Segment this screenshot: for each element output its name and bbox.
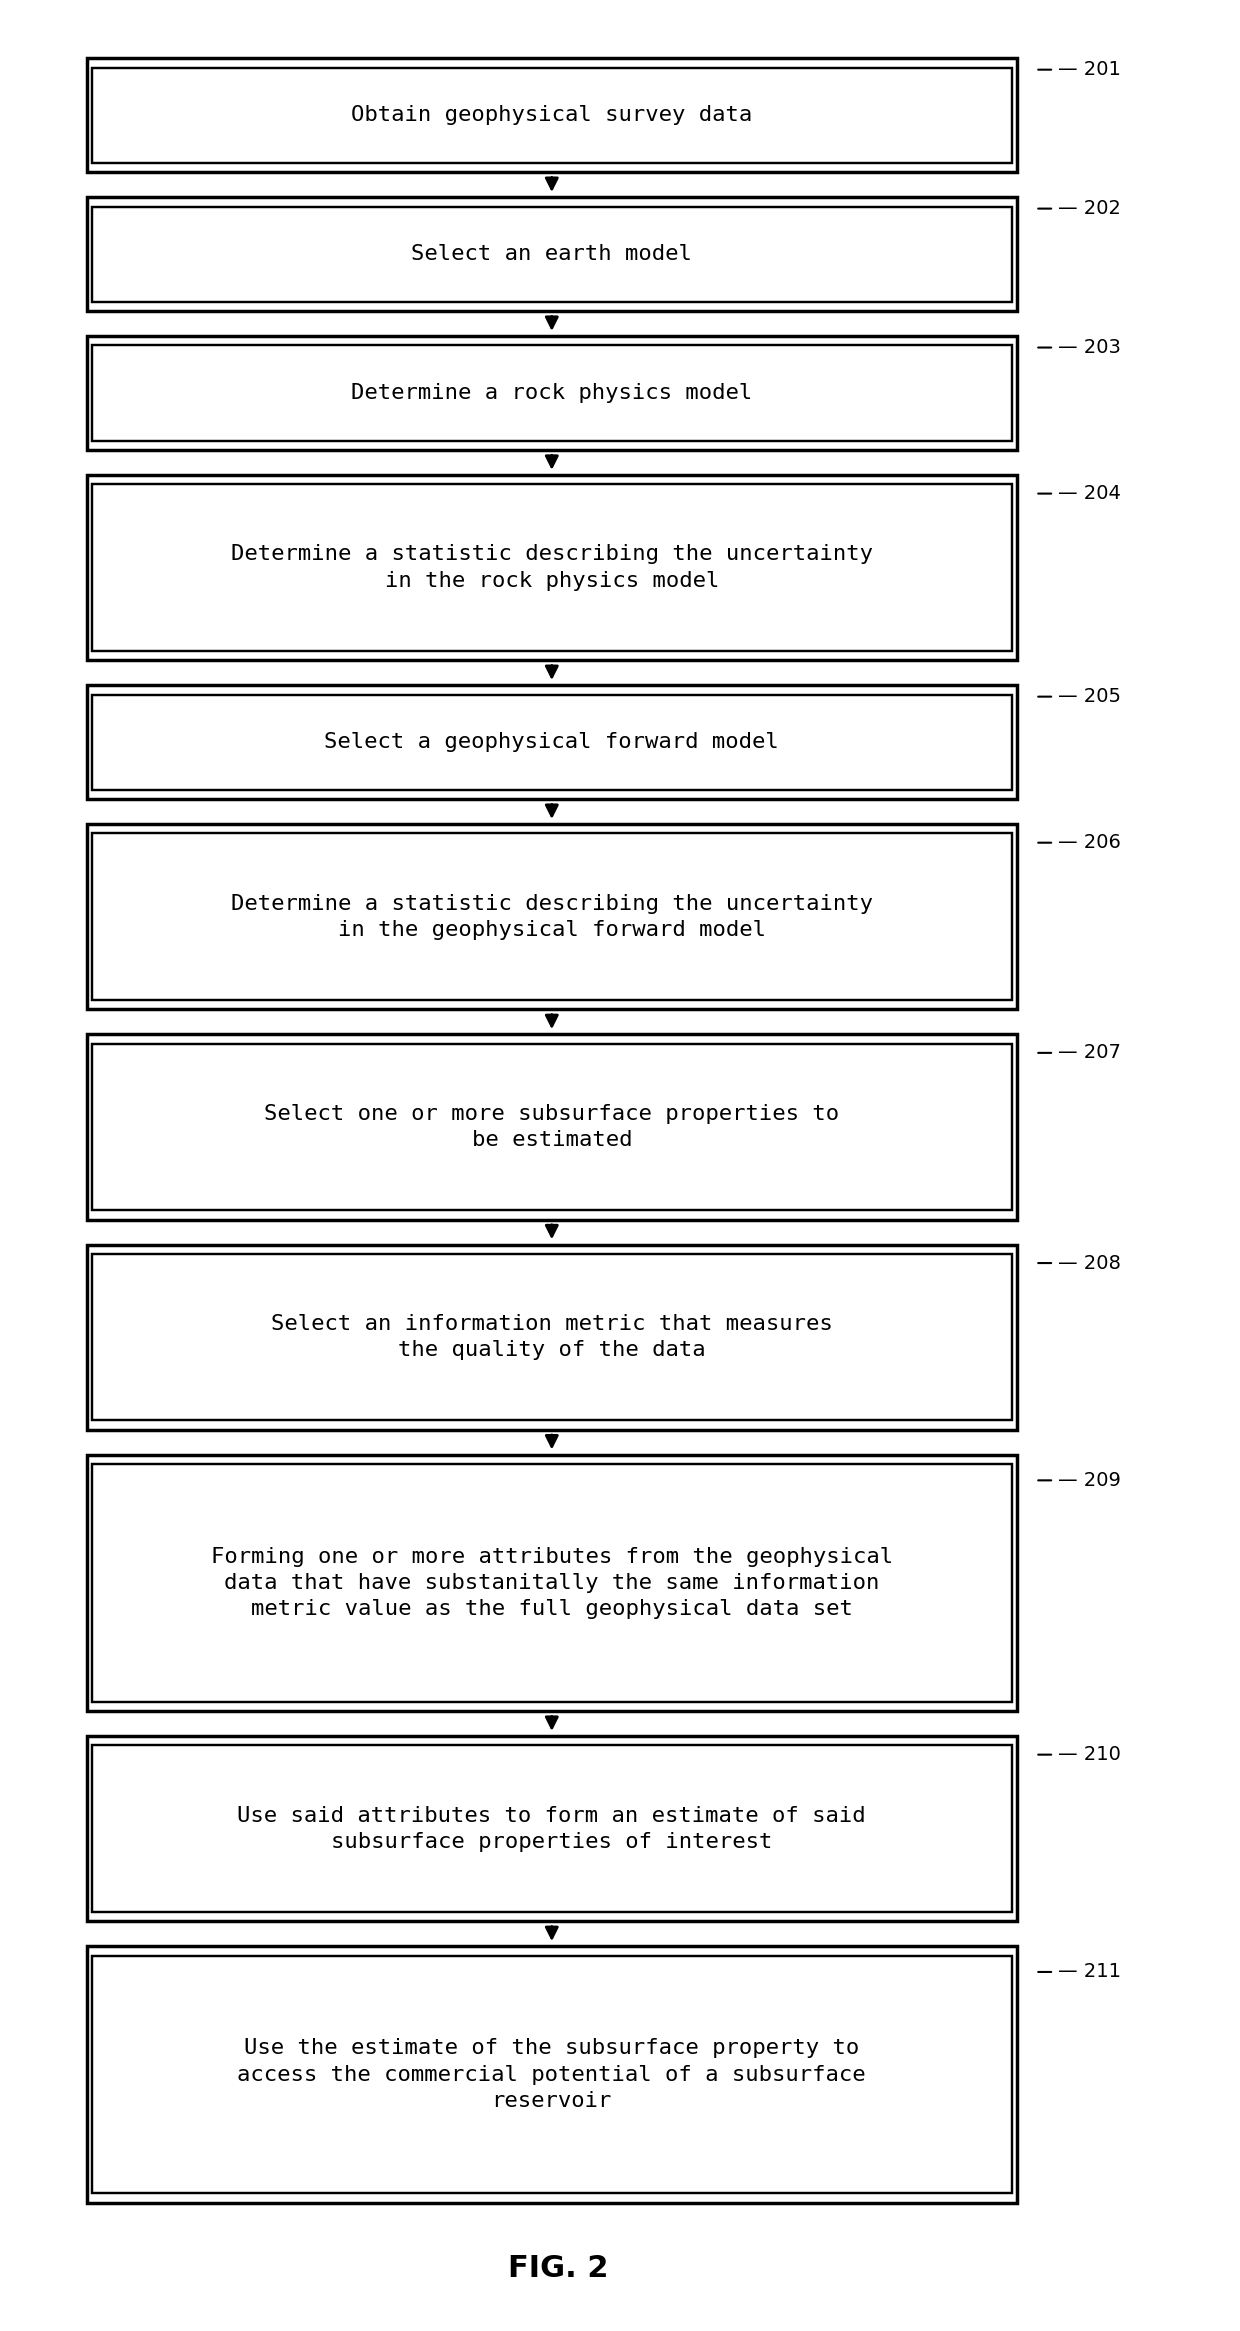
Bar xyxy=(92,345,1012,441)
Bar xyxy=(87,198,1017,312)
Bar xyxy=(92,695,1012,790)
Text: Obtain geophysical survey data: Obtain geophysical survey data xyxy=(351,105,753,126)
Text: — 210: — 210 xyxy=(1058,1746,1121,1765)
Text: Forming one or more attributes from the geophysical
data that have substanitally: Forming one or more attributes from the … xyxy=(211,1545,893,1620)
Text: — 206: — 206 xyxy=(1058,832,1121,853)
Text: Determine a statistic describing the uncertainty
in the geophysical forward mode: Determine a statistic describing the unc… xyxy=(231,893,873,939)
Text: — 201: — 201 xyxy=(1058,61,1121,79)
Text: Select an information metric that measures
the quality of the data: Select an information metric that measur… xyxy=(270,1315,833,1361)
Text: Select a geophysical forward model: Select a geophysical forward model xyxy=(325,732,779,753)
Text: Use the estimate of the subsurface property to
access the commercial potential o: Use the estimate of the subsurface prope… xyxy=(238,2037,866,2112)
Text: — 211: — 211 xyxy=(1058,1963,1121,1981)
Bar xyxy=(92,485,1012,650)
Bar xyxy=(92,1956,1012,2193)
Bar xyxy=(87,1455,1017,1711)
Bar xyxy=(87,1245,1017,1429)
Text: — 208: — 208 xyxy=(1058,1254,1121,1273)
Bar xyxy=(92,1746,1012,1911)
Text: — 203: — 203 xyxy=(1058,338,1121,357)
Bar xyxy=(87,685,1017,800)
Text: — 205: — 205 xyxy=(1058,688,1121,706)
Text: — 207: — 207 xyxy=(1058,1044,1121,1063)
Bar xyxy=(87,1035,1017,1219)
Text: Determine a statistic describing the uncertainty
in the rock physics model: Determine a statistic describing the unc… xyxy=(231,545,873,590)
Bar xyxy=(92,1254,1012,1420)
Text: Select an earth model: Select an earth model xyxy=(412,245,692,263)
Text: Use said attributes to form an estimate of said
subsurface properties of interes: Use said attributes to form an estimate … xyxy=(238,1807,866,1851)
Bar xyxy=(87,476,1017,660)
Bar xyxy=(92,1464,1012,1702)
Bar xyxy=(92,68,1012,163)
Text: Select one or more subsurface properties to
be estimated: Select one or more subsurface properties… xyxy=(264,1105,839,1149)
Bar xyxy=(92,207,1012,303)
Bar xyxy=(87,1946,1017,2203)
Bar xyxy=(92,834,1012,1000)
Text: — 204: — 204 xyxy=(1058,485,1121,503)
Bar xyxy=(87,1737,1017,1921)
Bar xyxy=(92,1044,1012,1210)
Text: FIG. 2: FIG. 2 xyxy=(507,2254,609,2282)
Bar xyxy=(87,825,1017,1009)
Text: — 209: — 209 xyxy=(1058,1471,1121,1490)
Bar xyxy=(87,336,1017,450)
Text: Determine a rock physics model: Determine a rock physics model xyxy=(351,382,753,403)
Text: — 202: — 202 xyxy=(1058,198,1121,219)
Bar xyxy=(87,58,1017,172)
